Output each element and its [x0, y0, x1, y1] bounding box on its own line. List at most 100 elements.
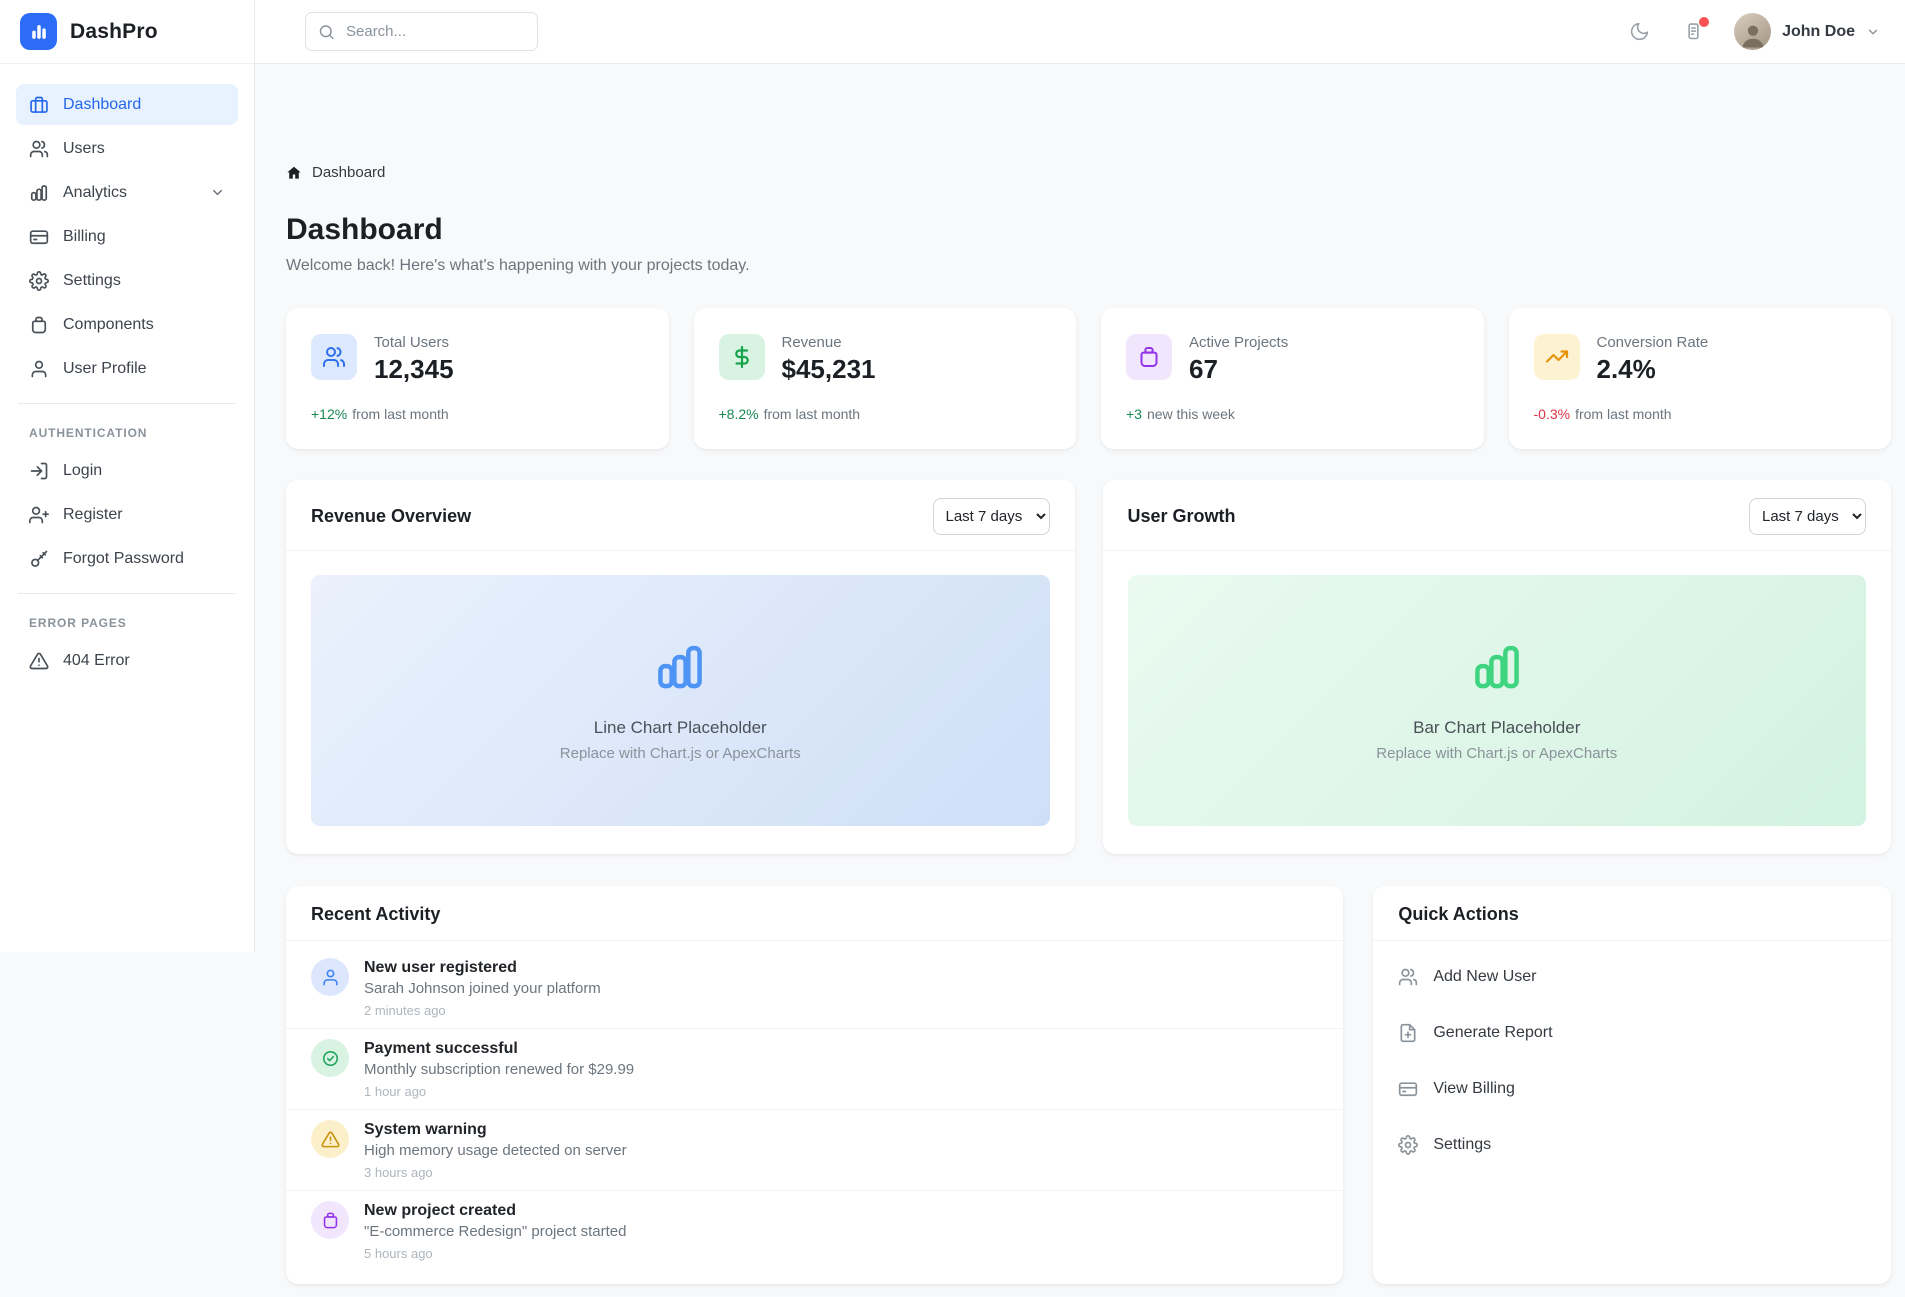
quick-action-label: Settings [1433, 1136, 1492, 1153]
stat-note: from last month [352, 406, 449, 422]
activity-item: Payment successful Monthly subscription … [286, 1028, 1344, 1109]
activity-item: System warning High memory usage detecte… [286, 1109, 1344, 1190]
warning-triangle-icon [311, 1120, 349, 1158]
stat-value: 12,345 [374, 354, 454, 384]
placeholder-subtitle: Replace with Chart.js or ApexCharts [1376, 744, 1618, 762]
topbar-actions: John Doe [1626, 13, 1880, 50]
activity-title: New project created [364, 1202, 517, 1219]
activity-item: New project created "E-commerce Redesign… [286, 1190, 1344, 1271]
activity-time: 1 hour ago [364, 1084, 427, 1099]
stat-footnote: +8.2% from last month [719, 406, 1052, 422]
sidebar-item-label: 404 Error [63, 651, 130, 669]
sidebar-item-users[interactable]: Users [16, 128, 238, 169]
search-input[interactable] [305, 12, 538, 51]
card-title: Quick Actions [1398, 904, 1519, 924]
stat-card-conversion-rate: Conversion Rate 2.4% -0.3% from last mont… [1508, 308, 1891, 449]
users-icon [1398, 967, 1418, 987]
sidebar-item-user-profile[interactable]: User Profile [16, 348, 238, 389]
activity-time: 2 minutes ago [364, 1003, 446, 1018]
moon-icon [1629, 21, 1650, 42]
trending-up-icon [1533, 334, 1580, 380]
card-title: Recent Activity [311, 904, 441, 924]
user-name: John Doe [1782, 22, 1855, 40]
user-growth-range-select[interactable]: Last 7 days [1749, 498, 1866, 535]
dollar-icon [718, 334, 765, 380]
file-plus-icon [1398, 1023, 1418, 1043]
line-chart-placeholder: Line Chart Placeholder Replace with Char… [311, 575, 1050, 826]
breadcrumb-current: Dashboard [312, 164, 386, 181]
sidebar-item-forgot-password[interactable]: Forgot Password [16, 538, 238, 579]
bar-chart-icon [29, 183, 49, 203]
home-icon[interactable] [286, 165, 302, 181]
bar-chart-placeholder: Bar Chart Placeholder Replace with Chart… [1127, 575, 1866, 826]
stat-value: 2.4% [1596, 354, 1656, 384]
brand[interactable]: DashPro [0, 0, 254, 64]
card-title: Revenue Overview [311, 506, 472, 526]
sidebar-item-label: Settings [63, 271, 121, 289]
notifications-button[interactable] [1680, 17, 1710, 45]
main-content: Dashboard Dashboard Welcome back! Here's… [255, 64, 1905, 1297]
avatar [1734, 13, 1772, 50]
charts-row: Revenue Overview Last 7 days Line Chart … [286, 480, 1891, 854]
quick-action-generate-report[interactable]: Generate Report [1373, 1005, 1891, 1061]
user-menu[interactable]: John Doe [1734, 13, 1880, 50]
sidebar-item-label: Components [63, 315, 154, 333]
activity-title: Payment successful [364, 1040, 518, 1057]
quick-actions-card: Quick Actions Add New User Generate Repo… [1373, 886, 1891, 1284]
key-icon [29, 549, 49, 569]
quick-action-view-billing[interactable]: View Billing [1373, 1061, 1891, 1117]
activity-time: 5 hours ago [364, 1246, 433, 1261]
placeholder-subtitle: Replace with Chart.js or ApexCharts [559, 744, 801, 762]
card-title: User Growth [1127, 506, 1236, 526]
theme-toggle-button[interactable] [1626, 18, 1653, 45]
brand-name: DashPro [70, 19, 158, 43]
sidebar-nav: Dashboard Users Analytics Billing [0, 64, 254, 681]
quick-action-label: View Billing [1433, 1080, 1515, 1097]
chevron-down-icon [210, 185, 225, 200]
stat-delta: +3 [1126, 406, 1142, 422]
page-subtitle: Welcome back! Here's what's happening wi… [286, 257, 750, 274]
quick-action-add-new-user[interactable]: Add New User [1373, 949, 1891, 1005]
gear-icon [1398, 1135, 1419, 1155]
sidebar-item-label: User Profile [63, 359, 147, 377]
sidebar-item-analytics[interactable]: Analytics [16, 172, 238, 213]
warning-triangle-icon [29, 651, 49, 671]
activity-title: System warning [364, 1121, 487, 1138]
activity-item: New user registered Sarah Johnson joined… [286, 948, 1343, 1028]
sidebar-item-register[interactable]: Register [16, 494, 238, 535]
breadcrumb: Dashboard [286, 162, 1891, 183]
bottom-row: Recent Activity New user registered Sara… [286, 886, 1891, 1284]
quick-action-settings[interactable]: Settings [1373, 1117, 1891, 1173]
notifications-icon [1683, 21, 1704, 42]
stat-delta: -0.3% [1533, 406, 1571, 422]
sidebar-item-components[interactable]: Components [16, 304, 238, 345]
stat-label: Revenue [781, 334, 842, 351]
placeholder-title: Bar Chart Placeholder [1413, 717, 1581, 737]
user-growth-card: User Growth Last 7 days Bar Chart Placeh… [1102, 480, 1891, 854]
stat-card-revenue: Revenue $45,231 +8.2% from last month [693, 308, 1076, 449]
sidebar-divider [18, 593, 236, 594]
stat-label: Conversion Rate [1596, 334, 1709, 351]
sidebar-item-settings[interactable]: Settings [16, 260, 238, 301]
notification-badge [1699, 17, 1710, 27]
sidebar-item-404-error[interactable]: 404 Error [16, 640, 238, 681]
sidebar-divider [18, 403, 236, 404]
sidebar-item-billing[interactable]: Billing [16, 216, 238, 257]
bag-icon [29, 315, 49, 335]
stat-card-total-users: Total Users 12,345 +12% from last month [286, 308, 669, 449]
revenue-range-select[interactable]: Last 7 days [932, 498, 1050, 535]
stat-note: from last month [763, 406, 861, 422]
stat-card-active-projects: Active Projects 67 +3 new this week [1101, 308, 1484, 449]
user-icon [311, 958, 349, 996]
stat-value: $45,231 [781, 354, 876, 384]
activity-description: Monthly subscription renewed for $29.99 [364, 1061, 635, 1078]
stat-note: from last month [1575, 406, 1672, 422]
revenue-overview-card: Revenue Overview Last 7 days Line Chart … [286, 480, 1075, 854]
sidebar-item-login[interactable]: Login [16, 450, 238, 491]
sidebar-item-dashboard[interactable]: Dashboard [16, 84, 238, 125]
activity-description: Sarah Johnson joined your platform [364, 980, 601, 997]
stat-footnote: -0.3% from last month [1534, 406, 1867, 422]
login-icon [29, 461, 49, 481]
briefcase-icon [29, 95, 49, 115]
sidebar-item-label: Forgot Password [63, 549, 184, 567]
